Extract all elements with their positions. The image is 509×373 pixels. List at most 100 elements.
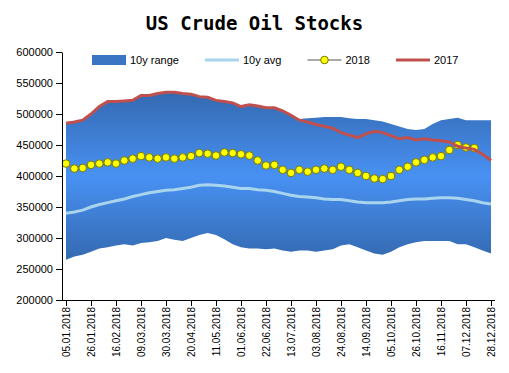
series-marker (171, 155, 179, 163)
y-tick: 250000 (16, 263, 62, 275)
x-tick-label: 11.05.2018 (211, 307, 222, 357)
y-tick-mark (56, 83, 62, 84)
x-tick-label: 09.03.2018 (136, 307, 147, 357)
series-marker (212, 152, 220, 160)
x-tick: 28.12.2018 (486, 300, 497, 357)
series-marker (379, 175, 387, 183)
series-line (66, 145, 474, 179)
x-tick-label: 16.02.2018 (111, 307, 122, 357)
x-tick-mark (141, 300, 142, 306)
x-tick-label: 24.08.2018 (336, 307, 347, 357)
series-marker (429, 154, 437, 162)
series-marker (404, 163, 412, 171)
legend-item: 10y range (92, 54, 179, 66)
x-tick-label: 20.04.2018 (186, 307, 197, 357)
y-axis: 200000 250000 300000 350000 400000 450000 5000… (16, 46, 62, 306)
series-marker (221, 149, 229, 157)
x-tick: 14.09.2018 (361, 300, 372, 357)
chart: US Crude Oil Stocks 200000 250000 300000 350… (0, 0, 509, 373)
plot-area: 200000 250000 300000 350000 400000 450000 5000… (16, 46, 496, 357)
y-tick-label: 200000 (16, 294, 53, 306)
x-tick-label: 26.01.2018 (86, 307, 97, 357)
range-area (66, 92, 491, 259)
x-axis-line (62, 300, 495, 301)
series-marker (112, 160, 120, 168)
legend-label: 2018 (345, 54, 369, 66)
x-tick-mark (116, 300, 117, 306)
series-marker (329, 166, 337, 174)
x-tick-mark (391, 300, 392, 306)
y-tick-mark (56, 52, 62, 53)
y-tick-label: 350000 (16, 201, 53, 213)
series-marker (129, 155, 137, 163)
y-axis-line (62, 53, 63, 301)
x-tick: 20.04.2018 (186, 300, 197, 357)
series-marker (179, 154, 187, 162)
series-marker (337, 163, 345, 171)
y-tick: 200000 (16, 294, 62, 306)
y-tick: 550000 (16, 77, 62, 89)
series-marker (321, 165, 329, 173)
x-tick-mark (366, 300, 367, 306)
x-axis: 05.01.2018 26.01.2018 16.02.2018 09.03.2018… (61, 300, 497, 357)
series-marker (204, 150, 212, 158)
x-tick-mark (166, 300, 167, 306)
y-tick-mark (56, 114, 62, 115)
x-tick-mark (91, 300, 92, 306)
y-tick-mark (56, 207, 62, 208)
y-tick-mark (56, 300, 62, 301)
x-tick-label: 22.06.2018 (261, 307, 272, 357)
x-tick: 22.06.2018 (261, 300, 272, 357)
x-tick-mark (441, 300, 442, 306)
x-tick: 13.07.2018 (286, 300, 297, 357)
x-tick: 26.01.2018 (86, 300, 97, 357)
series-marker (312, 166, 320, 174)
series-marker (304, 168, 312, 176)
x-tick-label: 07.12.2018 (461, 307, 472, 357)
legend-item: 10y avg (205, 54, 282, 66)
y-tick: 500000 (16, 108, 62, 120)
x-tick: 07.12.2018 (461, 300, 472, 357)
series-marker (396, 166, 404, 174)
y-tick-label: 250000 (16, 263, 53, 275)
legend-swatch (92, 55, 126, 65)
y-tick: 350000 (16, 201, 62, 213)
x-tick-mark (491, 300, 492, 306)
x-tick-mark (466, 300, 467, 306)
series-marker (187, 152, 195, 160)
legend-swatch (205, 59, 239, 62)
x-tick-label: 14.09.2018 (361, 307, 372, 357)
series-marker (137, 152, 145, 160)
series-marker (162, 154, 170, 162)
series-marker (296, 166, 304, 174)
x-tick-mark (341, 300, 342, 306)
x-tick-mark (416, 300, 417, 306)
x-tick-label: 05.01.2018 (61, 307, 72, 357)
legend-marker (321, 56, 329, 64)
x-tick: 16.02.2018 (111, 300, 122, 357)
x-tick-label: 03.08.2018 (311, 307, 322, 357)
y-tick-label: 450000 (16, 139, 53, 151)
x-tick: 11.05.2018 (211, 300, 222, 356)
marks (62, 92, 491, 259)
x-tick-label: 26.10.2018 (411, 307, 422, 357)
y-tick-mark (56, 269, 62, 270)
series-marker (371, 175, 379, 183)
series-marker (96, 160, 104, 168)
y-tick: 450000 (16, 139, 62, 151)
title: US Crude Oil Stocks (146, 12, 363, 34)
series-marker (346, 166, 354, 174)
legend-swatch (396, 59, 430, 62)
series-marker (287, 169, 295, 177)
legend-item: 2017 (396, 54, 458, 66)
y-tick: 400000 (16, 170, 62, 182)
series-marker (412, 159, 420, 167)
y-tick: 300000 (16, 232, 62, 244)
y-tick-label: 500000 (16, 108, 53, 120)
y-tick-mark (56, 176, 62, 177)
y-tick-label: 300000 (16, 232, 53, 244)
x-tick: 05.01.2018 (61, 300, 72, 357)
x-tick-label: 16.11.2018 (436, 307, 447, 357)
x-tick-mark (291, 300, 292, 306)
series-marker (421, 156, 429, 164)
